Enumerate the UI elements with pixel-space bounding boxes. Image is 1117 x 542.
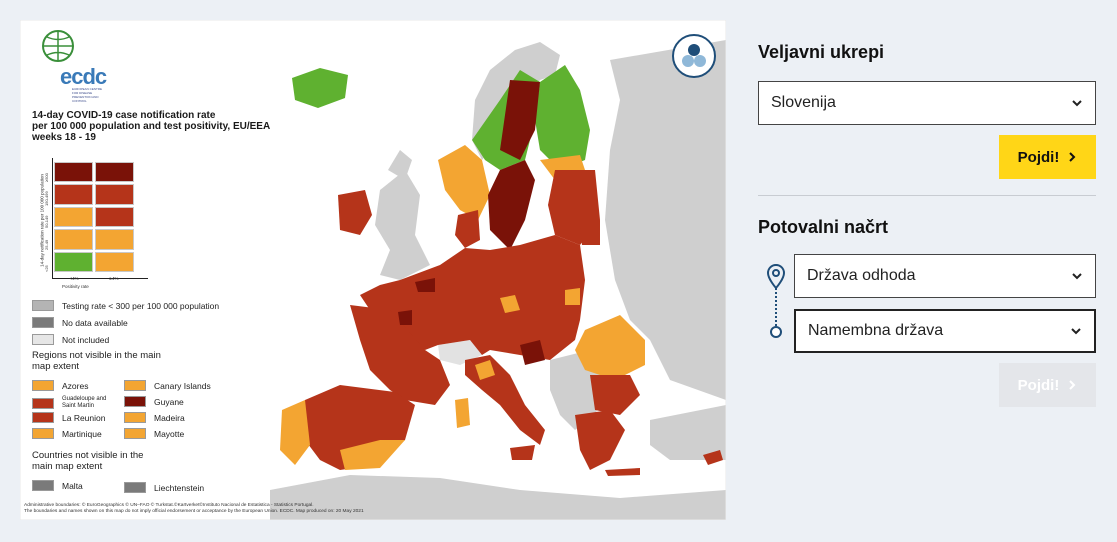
land-hotspot-3 [500,295,520,313]
legend-countries-heading: Countries not visible in the main map ex… [32,450,144,472]
layers-icon [682,44,706,67]
map-view-toggle-button[interactable] [672,34,716,78]
matrix-cell [95,229,134,250]
legend-country-malta: Malta [32,480,83,491]
land-russia [605,40,726,400]
land-sweden-core [500,80,540,160]
land-hotspot-6 [475,360,495,380]
measures-heading: Veljavni ukrepi [758,42,885,62]
land-uk [375,170,430,280]
location-pin-icon [766,264,786,290]
land-hotspot-4 [565,288,580,305]
land-uk-north [388,150,412,180]
land-turkey [650,405,726,460]
departure-select-placeholder: Država odhoda [807,267,916,284]
land-crete [605,468,640,476]
map-title: 14-day COVID-19 case notification rate p… [32,110,271,143]
departure-select[interactable]: Država odhoda [794,254,1096,298]
legend-region-azores: Azores [32,380,88,391]
legend-country-liechtenstein: Liechtenstein [124,482,204,493]
matrix-x-ticks: <4% ≥4% [69,276,119,281]
route-connector [775,288,777,330]
land-france [350,305,450,405]
land-sardinia [455,398,470,428]
legend-not-included: Not included [32,334,109,345]
country-select[interactable]: Slovenija [758,81,1096,125]
logo-text: ecdc [60,64,107,89]
destination-select-placeholder: Namembna država [808,322,944,339]
chevron-right-icon [1069,152,1076,162]
map-attribution: Administrative boundaries: © EuroGeograp… [24,503,364,514]
legend-region-guadeloupe: Guadeloupe and Saint Martin [32,396,112,410]
chevron-down-icon [1071,328,1081,335]
matrix-cell [95,251,134,272]
land-iceland [292,68,348,108]
land-bulgaria [590,375,640,415]
legend-testing-rate: Testing rate < 300 per 100 000 populatio… [32,300,219,311]
land-africa [270,475,726,520]
legend-region-reunion: La Reunion [32,412,105,423]
matrix-axis-x [52,278,148,279]
legend-region-martinique: Martinique [32,428,102,439]
matrix-cell [54,229,93,250]
legend-regions-heading: Regions not visible in the main map exte… [32,350,161,372]
country-select-value: Slovenija [771,94,836,111]
land-spain-south [340,440,405,470]
panel-divider [758,195,1096,196]
land-switzerland [438,340,482,365]
land-hotspot-5 [520,340,545,365]
land-sicily [510,445,535,460]
matrix-y-ticks: <25 25-49 50-149 150-499 ≥500 [44,173,49,272]
land-hotspot-7 [580,220,600,245]
land-sweden [488,160,535,250]
matrix-cell [95,162,134,183]
ecdc-logo: ecdc EUROPEAN CENTRE FOR DISEASE PREVENT… [32,26,107,103]
logo-subtitle: EUROPEAN CENTRE FOR DISEASE PREVENTION A… [72,87,103,103]
land-denmark [455,210,480,248]
legend-region-guyane: Guyane [124,396,184,407]
matrix-x-label: Positivity rate [62,284,89,289]
land-hotspot-2 [398,310,412,325]
matrix-axis-y [52,158,53,278]
globe-icon [42,30,74,62]
matrix-cells [54,162,134,272]
matrix-cell [54,184,93,205]
land-finland [535,65,590,170]
matrix-cell [54,251,93,272]
legend-no-data: No data available [32,317,128,328]
legend-region-madeira: Madeira [124,412,185,423]
measures-go-button[interactable]: Pojdi! [999,135,1096,179]
matrix-cell [54,206,93,228]
chevron-down-icon [1072,100,1082,107]
destination-select[interactable]: Namembna država [794,309,1096,353]
land-central-eu [360,235,585,360]
land-romania [575,315,645,380]
land-greece [575,410,625,470]
land-hotspot-1 [415,278,435,292]
land-cyprus [703,450,723,465]
legend-region-canary: Canary Islands [124,380,211,391]
matrix-cell [54,162,93,183]
land-norway [438,145,490,220]
matrix-cell [95,206,134,228]
land-ireland [338,190,372,235]
legend-region-mayotte: Mayotte [124,428,184,439]
travel-go-button[interactable]: Pojdi! [999,363,1096,407]
chevron-down-icon [1072,273,1082,280]
travel-heading: Potovalni načrt [758,217,889,237]
europe-map [20,20,726,520]
chevron-right-icon [1069,380,1076,390]
land-portugal [280,400,310,465]
destination-dot-icon [770,326,782,338]
covid-map: ecdc EUROPEAN CENTRE FOR DISEASE PREVENT… [20,20,726,520]
matrix-cell [95,184,134,205]
rate-positivity-matrix: 14-day notification rate per 100 000 pop… [32,158,152,289]
